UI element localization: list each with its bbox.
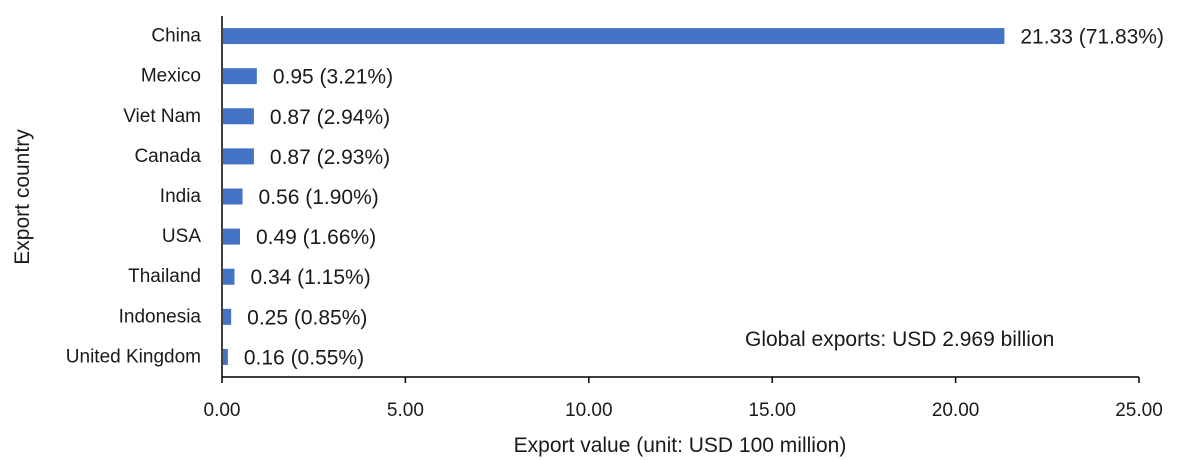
data-label-usa: 0.49 (1.66%) [256, 226, 376, 249]
data-label-indonesia: 0.25 (0.85%) [247, 306, 367, 329]
x-tick-label: 15.00 [748, 400, 796, 421]
data-label-china: 21.33 (71.83%) [1020, 26, 1164, 49]
bar-china [223, 28, 1005, 45]
category-label-mexico: Mexico [141, 66, 201, 87]
data-label-canada: 0.87 (2.93%) [270, 146, 390, 169]
bar-india [223, 188, 243, 205]
bar-usa [223, 228, 240, 245]
global-exports-annotation: Global exports: USD 2.969 billion [745, 328, 1054, 351]
category-label-united-kingdom: United Kingdom [66, 346, 201, 367]
data-label-united-kingdom: 0.16 (0.55%) [244, 346, 364, 369]
data-label-mexico: 0.95 (3.21%) [273, 66, 393, 89]
bar-indonesia [223, 308, 232, 325]
category-label-canada: Canada [134, 146, 201, 167]
data-label-thailand: 0.34 (1.15%) [250, 266, 370, 289]
x-tick-labels: 0.00 5.00 10.00 15.00 20.00 25.00 [204, 377, 1163, 421]
category-label-china: China [151, 26, 201, 47]
category-label-indonesia: Indonesia [119, 306, 202, 327]
bar-united-kingdom [223, 348, 228, 365]
bar-thailand [223, 268, 235, 285]
category-label-viet-nam: Viet Nam [123, 106, 201, 127]
x-tick-label: 20.00 [932, 400, 980, 421]
data-labels: 21.33 (71.83%) 0.95 (3.21%) 0.87 (2.94%) 0.… [244, 26, 1164, 370]
x-axis-title: Export value (unit: USD 100 million) [514, 434, 847, 457]
category-labels: China Mexico Viet Nam Canada India USA Thailan… [66, 26, 202, 368]
bar-viet-nam [223, 108, 254, 125]
bars [223, 28, 1005, 365]
bar-mexico [223, 68, 257, 85]
data-label-india: 0.56 (1.90%) [259, 186, 379, 209]
y-axis-title: Export country [11, 129, 34, 265]
x-tick-label: 10.00 [565, 400, 613, 421]
category-label-usa: USA [162, 226, 201, 247]
data-label-viet-nam: 0.87 (2.94%) [270, 106, 390, 129]
category-label-thailand: Thailand [128, 266, 201, 287]
bar-canada [223, 148, 254, 165]
x-tick-label: 0.00 [204, 400, 241, 421]
x-tick-label: 5.00 [387, 400, 424, 421]
x-tick-label: 25.00 [1115, 400, 1163, 421]
category-label-india: India [160, 186, 202, 207]
axes [221, 16, 1139, 378]
